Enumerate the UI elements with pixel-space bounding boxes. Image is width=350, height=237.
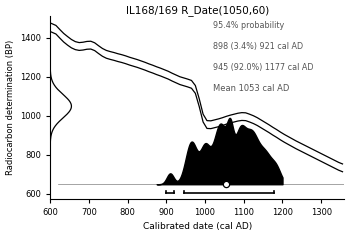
Text: 95.4% probability: 95.4% probability <box>214 21 285 30</box>
X-axis label: Calibrated date (cal AD): Calibrated date (cal AD) <box>143 223 252 232</box>
Text: 898 (3.4%) 921 cal AD: 898 (3.4%) 921 cal AD <box>214 42 303 51</box>
Text: 945 (92.0%) 1177 cal AD: 945 (92.0%) 1177 cal AD <box>214 63 314 72</box>
Y-axis label: Radiocarbon determination (BP): Radiocarbon determination (BP) <box>6 40 15 175</box>
Title: IL168/169 R_Date(1050,60): IL168/169 R_Date(1050,60) <box>126 5 269 16</box>
Text: Mean 1053 cal AD: Mean 1053 cal AD <box>214 84 290 93</box>
